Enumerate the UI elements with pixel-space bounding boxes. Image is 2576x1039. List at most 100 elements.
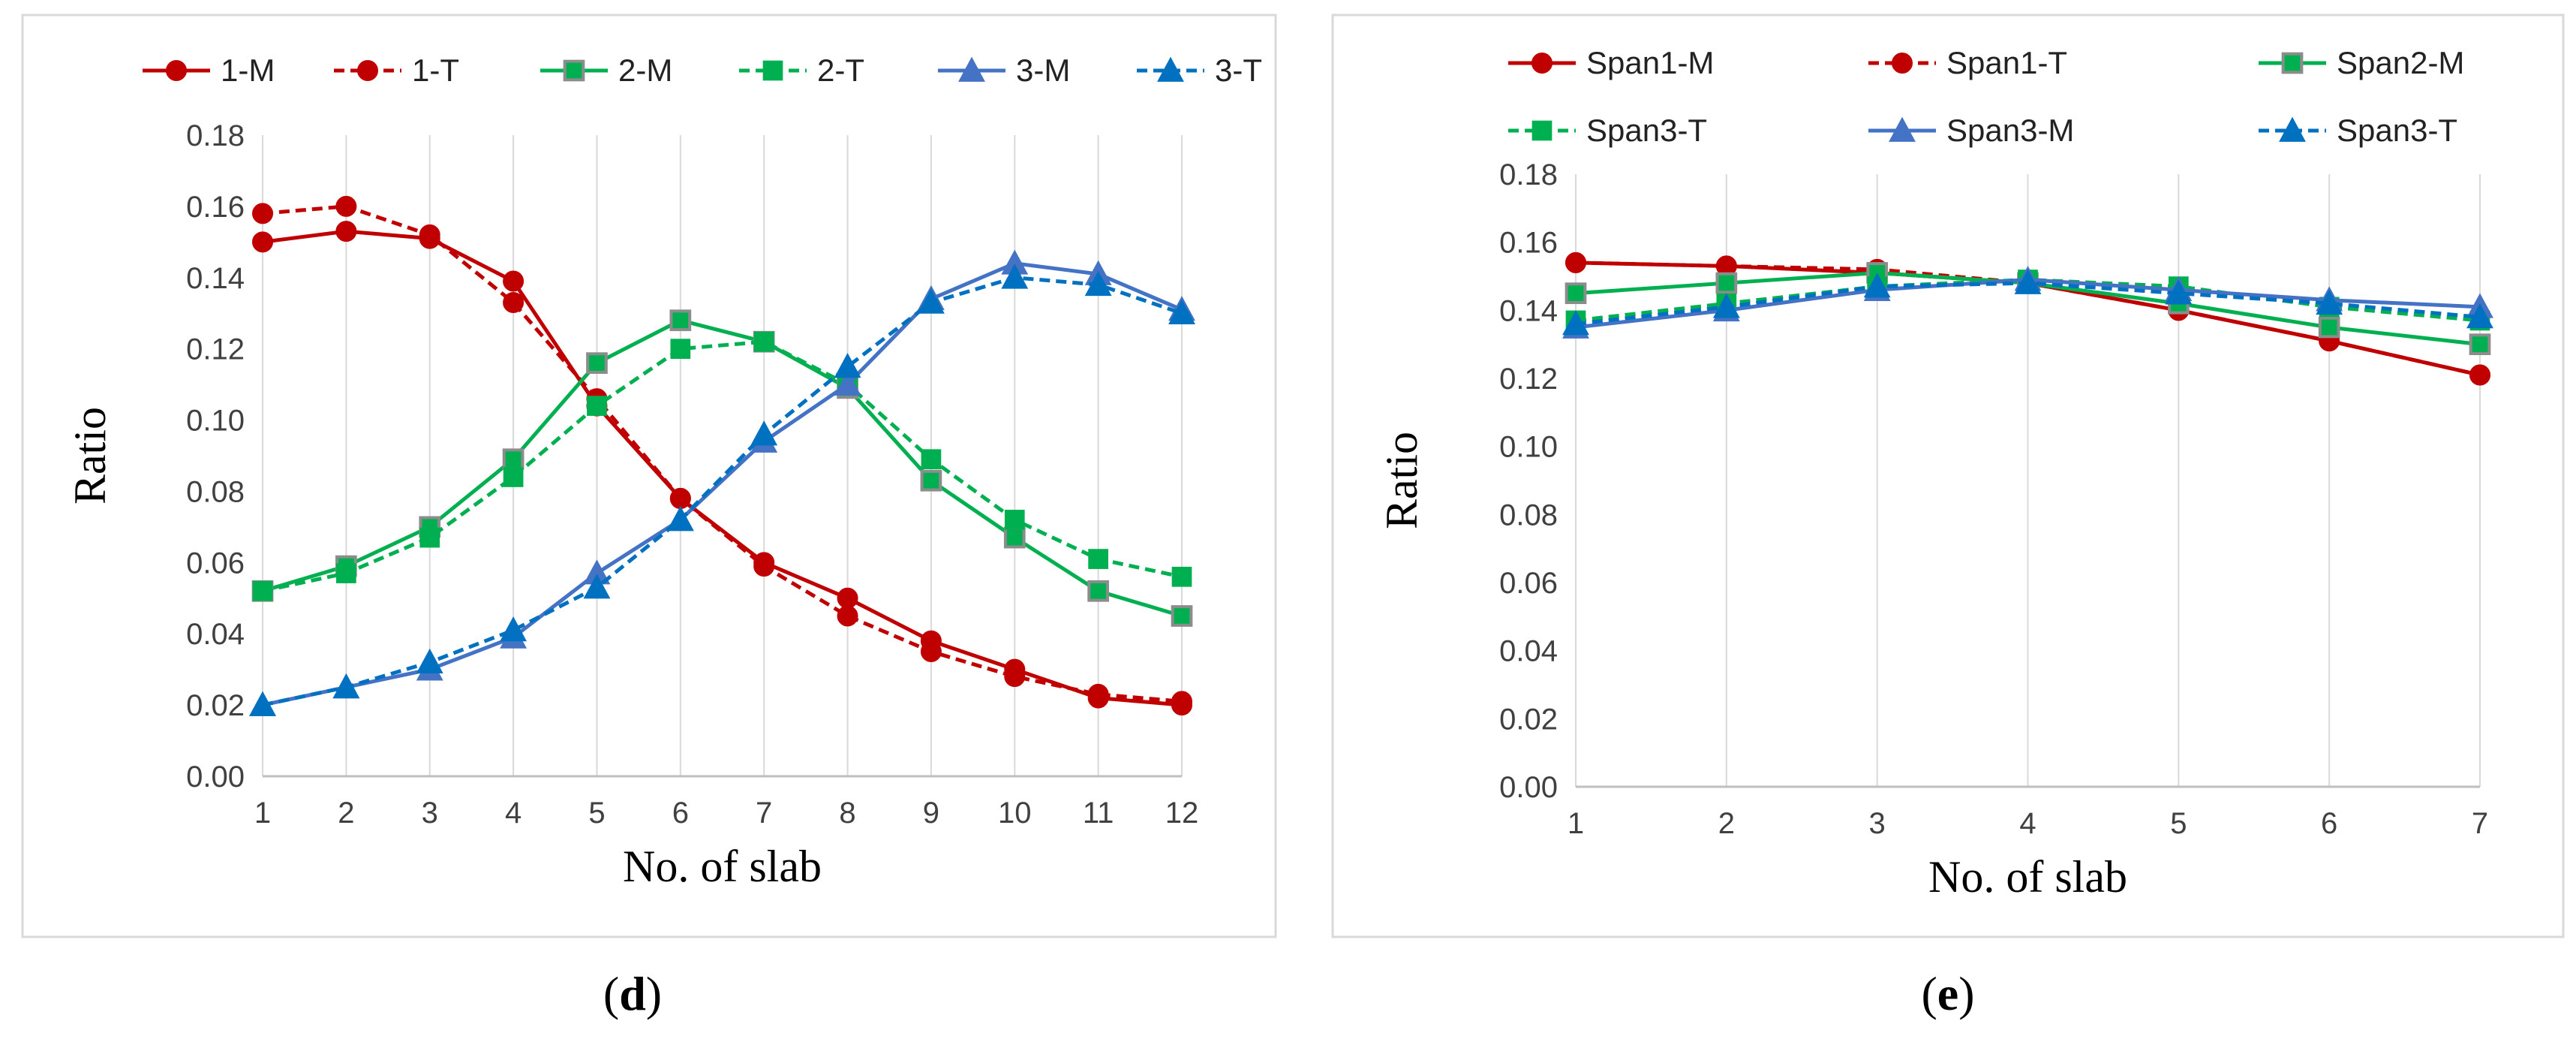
data-point-3-T <box>1168 299 1195 325</box>
data-point-Span3-T <box>2316 289 2343 315</box>
data-point-1-T <box>335 195 357 217</box>
legend-marker <box>563 59 585 82</box>
legend-label: 3-T <box>1215 53 1262 88</box>
data-point-Span2-M <box>1715 272 1738 294</box>
data-point-3-T <box>583 574 611 599</box>
data-point-1-M <box>503 270 525 292</box>
x-tick-label: 10 <box>998 797 1032 830</box>
x-tick-label: 4 <box>505 797 522 830</box>
data-point-3-T <box>416 648 443 673</box>
y-tick-label: 0.16 <box>1499 227 1558 260</box>
data-point-1-T <box>1087 683 1109 705</box>
legend-marker <box>762 60 783 81</box>
chart-panel-d: 0.00 0.02 0.04 0.06 0.08 0.10 0.12 0.14 0.16 0.18… <box>65 53 1262 1020</box>
legend-label: 1-T <box>412 53 459 88</box>
data-point-3-T <box>917 288 945 314</box>
legend-entry-Span1-M: Span1-M <box>1508 45 1714 80</box>
data-point-2-T <box>252 580 273 601</box>
legend-entry-3-M: 3-M <box>938 53 1070 88</box>
data-point-Span1-T <box>1565 251 1586 273</box>
x-tick-label: 6 <box>672 797 689 830</box>
data-point-3-T <box>750 420 778 446</box>
x-tick-label: 3 <box>422 797 438 830</box>
y-tick-label: 0.18 <box>186 119 245 152</box>
y-tick-label: 0.10 <box>1499 431 1558 464</box>
series-line-2-T <box>262 339 1183 593</box>
x-tick-label: 8 <box>839 797 855 830</box>
y-tick-label: 0.14 <box>186 262 245 295</box>
legend-marker <box>958 56 985 82</box>
legend-marker <box>357 60 378 81</box>
legend-label: 2-T <box>817 53 864 88</box>
x-tick-label: 7 <box>756 797 772 830</box>
data-point-Span2-M <box>2469 333 2491 356</box>
y-axis-title: Ratio <box>1377 432 1426 529</box>
x-tick-label: 1 <box>254 797 271 830</box>
y-tick-label: 0.02 <box>1499 703 1558 736</box>
data-point-1-T <box>837 605 858 627</box>
y-tick-label: 0.08 <box>186 475 245 508</box>
data-point-Span3-T <box>1712 293 1740 318</box>
data-point-2-T <box>419 527 440 548</box>
caption-paren: ) <box>646 967 662 1020</box>
data-point-2-M <box>669 309 692 332</box>
data-point-1-T <box>503 291 525 313</box>
legend-entry-1-M: 1-M <box>143 53 275 88</box>
data-point-1-T <box>1171 691 1192 712</box>
data-point-2-T <box>503 467 524 487</box>
legend-marker <box>1889 116 1916 142</box>
data-point-1-T <box>920 640 942 662</box>
data-point-Span2-M <box>1565 282 1587 305</box>
data-point-1-M <box>252 231 273 253</box>
data-point-2-M <box>920 469 942 492</box>
data-point-2-T <box>336 563 356 583</box>
data-point-Span2-M <box>2318 316 2340 339</box>
data-point-Span3-T <box>2014 269 2042 294</box>
legend-entry-Span1-T: Span1-T <box>1868 45 2067 80</box>
x-tick-label: 3 <box>1869 807 1886 840</box>
legend-entry-Span3-M: Span3-M <box>1868 113 2074 148</box>
legend-label: 2-M <box>618 53 672 88</box>
legend-marker <box>1531 120 1553 141</box>
chart-panel-e: 0.00 0.02 0.04 0.06 0.08 0.10 0.12 0.14 0.16 0.18… <box>1377 45 2493 1020</box>
caption-paren: ( <box>1921 967 1937 1020</box>
data-point-Span3-T <box>1863 273 1891 298</box>
data-point-Span3-T <box>2165 279 2193 305</box>
legend-entry-Span3-T: Span3-T <box>2259 113 2457 148</box>
panel-caption: (e) <box>1921 967 1974 1020</box>
x-tick-label: 1 <box>1568 807 1584 840</box>
legend-label: Span3-T <box>1586 113 1707 148</box>
y-tick-label: 0.12 <box>1499 363 1558 396</box>
y-tick-label: 0.00 <box>1499 771 1558 804</box>
legend-marker <box>1892 53 1913 74</box>
data-point-2-T <box>921 449 942 470</box>
series-line-1-M <box>262 229 1183 707</box>
data-point-1-T <box>753 556 775 577</box>
x-tick-label: 2 <box>1718 807 1735 840</box>
data-point-1-T <box>419 224 440 245</box>
caption-paren: ( <box>603 967 619 1020</box>
data-point-2-M <box>1003 526 1026 549</box>
data-point-2-T <box>587 396 607 416</box>
data-point-2-T <box>1088 549 1108 569</box>
y-tick-label: 0.08 <box>1499 498 1558 532</box>
x-axis-title: No. of slab <box>623 842 822 891</box>
legend-label: 1-M <box>221 53 275 88</box>
x-tick-label: 4 <box>2019 807 2036 840</box>
legend-entry-Span3-T: Span3-T <box>1508 113 1707 148</box>
legend-entry-1-T: 1-T <box>334 53 459 88</box>
series-line-2-M <box>262 318 1183 618</box>
data-point-3-T <box>666 506 694 532</box>
legend-marker <box>1157 56 1184 82</box>
data-point-3-T <box>834 353 861 378</box>
x-tick-label: 7 <box>2472 807 2488 840</box>
y-tick-label: 0.04 <box>186 618 245 651</box>
legend-marker <box>166 60 187 81</box>
x-tick-label: 5 <box>2170 807 2187 840</box>
legend-entry-Span2-M: Span2-M <box>2259 45 2464 80</box>
data-point-3-T <box>1084 270 1112 297</box>
data-point-2-M <box>586 352 608 374</box>
data-point-2-T <box>670 339 691 360</box>
x-tick-label: 5 <box>588 797 605 830</box>
